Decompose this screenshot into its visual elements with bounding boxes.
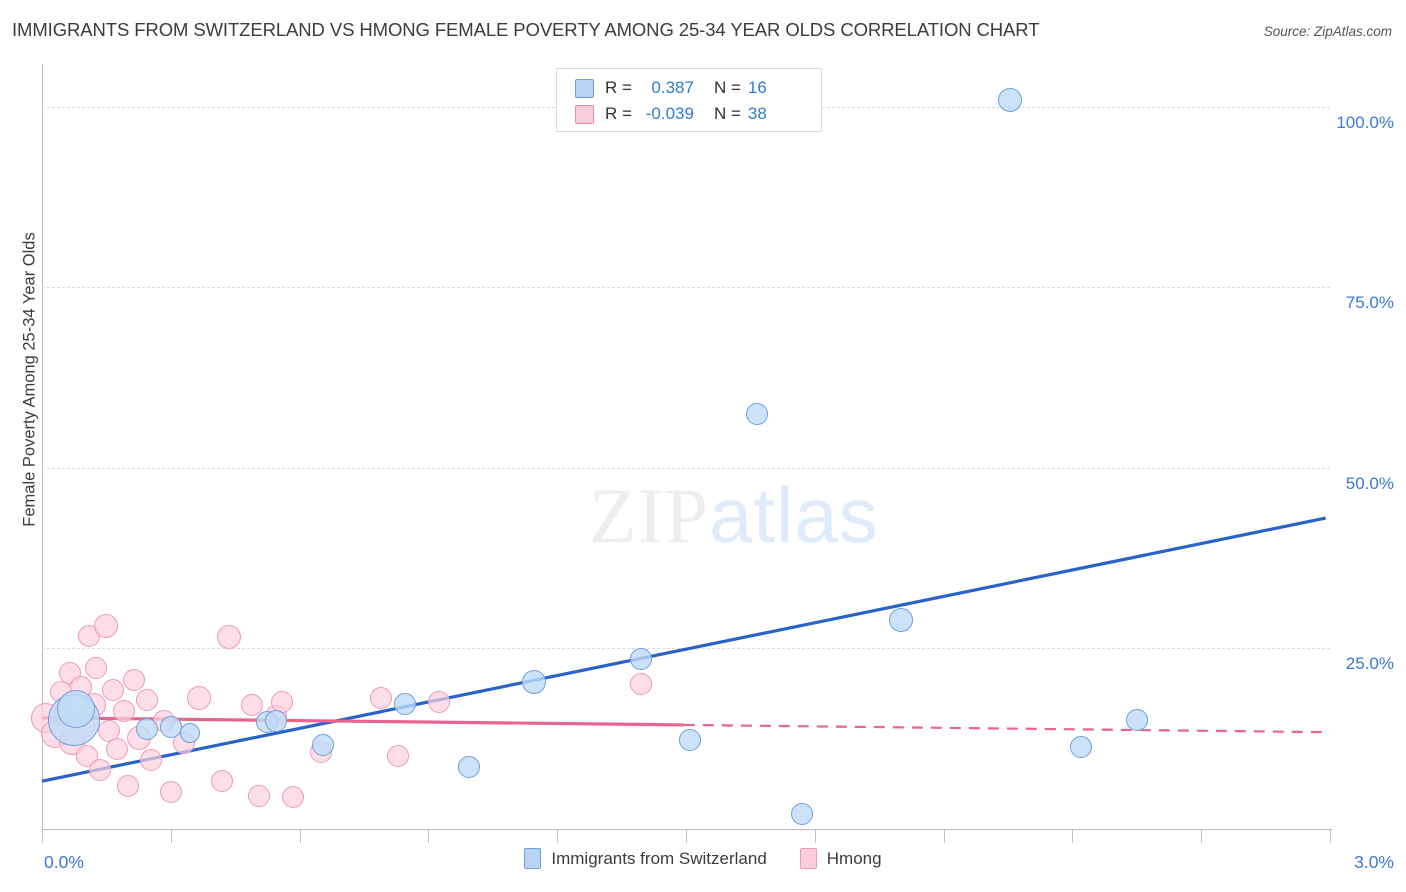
data-point[interactable] (428, 690, 451, 713)
data-point[interactable] (629, 647, 652, 670)
trend-line-dashed-hmong (683, 723, 1326, 734)
data-point[interactable] (112, 699, 135, 722)
r-label: R = (605, 104, 632, 123)
data-point[interactable] (241, 694, 264, 717)
x-axis-line (42, 829, 1332, 830)
swatch-hmong (575, 104, 594, 124)
y-tick-label: 75.0% (1345, 293, 1394, 313)
data-point[interactable] (123, 669, 146, 692)
data-point[interactable] (136, 717, 159, 740)
data-point[interactable] (387, 744, 410, 767)
n-label: N = (713, 78, 741, 97)
data-point[interactable] (393, 693, 416, 716)
y-tick-label: 50.0% (1345, 473, 1394, 493)
data-point[interactable] (101, 678, 124, 701)
x-tick (814, 830, 816, 843)
watermark-zip: ZIP (589, 472, 709, 559)
data-point[interactable] (790, 802, 813, 825)
data-point[interactable] (211, 770, 234, 793)
legend-label: Hmong (826, 848, 882, 868)
gridline-50.0% (42, 467, 1330, 469)
legend-item[interactable]: Hmong (799, 848, 882, 869)
data-point[interactable] (629, 672, 652, 695)
data-point[interactable] (1069, 735, 1092, 758)
legend-swatch (524, 848, 542, 869)
data-point[interactable] (116, 775, 139, 798)
swatch-immigrants-from-switzerland (575, 78, 594, 98)
data-point[interactable] (84, 656, 107, 679)
gridline-25.0% (42, 647, 1330, 649)
data-point[interactable] (186, 686, 211, 711)
data-point[interactable] (679, 729, 702, 752)
x-tick (1072, 830, 1074, 843)
data-point[interactable] (312, 734, 335, 757)
data-point[interactable] (159, 716, 182, 739)
data-point[interactable] (282, 786, 305, 808)
x-tick (428, 830, 430, 843)
y-axis-line (42, 64, 43, 830)
r-value: -0.039 (645, 104, 694, 123)
data-point[interactable] (94, 614, 119, 639)
series-legend: Immigrants from Switzerland Hmong (0, 848, 1406, 869)
legend-label: Immigrants from Switzerland (551, 848, 767, 868)
data-point[interactable] (247, 784, 270, 807)
n-value: 16 (747, 78, 767, 97)
x-tick (170, 830, 172, 843)
y-tick-label: 100.0% (1336, 113, 1394, 133)
gridline-75.0% (42, 287, 1330, 289)
n-value: 38 (747, 104, 767, 123)
x-tick (557, 830, 559, 843)
data-point[interactable] (216, 625, 241, 649)
y-axis-title: Female Poverty Among 25-34 Year Olds (20, 232, 39, 527)
watermark-atlas: atlas (709, 471, 879, 559)
x-axis-max-label: 3.0% (1354, 852, 1394, 872)
correlation-stats-box: R = 0.387 N = 16 R = -0.039 N = 38 (556, 68, 822, 132)
data-point[interactable] (370, 687, 393, 710)
data-point[interactable] (180, 722, 201, 743)
data-point[interactable] (888, 608, 913, 633)
x-tick (42, 830, 43, 843)
x-axis-min-label: 0.0% (44, 852, 84, 872)
data-point[interactable] (57, 690, 96, 729)
data-point[interactable] (521, 669, 546, 694)
x-tick (943, 830, 945, 843)
r-label: R = (605, 78, 632, 97)
data-point[interactable] (136, 688, 159, 711)
data-point[interactable] (106, 737, 129, 760)
data-point[interactable] (1125, 708, 1148, 731)
legend-item[interactable]: Immigrants from Switzerland (524, 848, 767, 869)
page-title: IMMIGRANTS FROM SWITZERLAND VS HMONG FEM… (12, 19, 1040, 40)
stats-row: R = -0.039 N = 38 (557, 101, 821, 127)
zipatlas-watermark: ZIPatlas (589, 470, 879, 561)
x-tick (1201, 830, 1203, 843)
data-point[interactable] (458, 755, 481, 778)
data-point[interactable] (264, 709, 287, 732)
source-attribution: Source: ZipAtlas.com (1263, 24, 1392, 39)
data-point[interactable] (140, 748, 163, 771)
x-tick (299, 830, 301, 843)
y-tick-label: 25.0% (1345, 653, 1394, 673)
n-label: N = (713, 104, 741, 123)
data-point[interactable] (745, 402, 768, 425)
r-value: 0.387 (651, 78, 694, 97)
legend-swatch (799, 848, 817, 869)
x-tick (1330, 830, 1331, 843)
data-point[interactable] (998, 88, 1023, 113)
x-tick (686, 830, 687, 843)
plot-area: ZIPatlas (31, 64, 1330, 828)
data-point[interactable] (88, 759, 111, 782)
data-point[interactable] (159, 780, 182, 803)
stats-row: R = 0.387 N = 16 (557, 75, 821, 101)
